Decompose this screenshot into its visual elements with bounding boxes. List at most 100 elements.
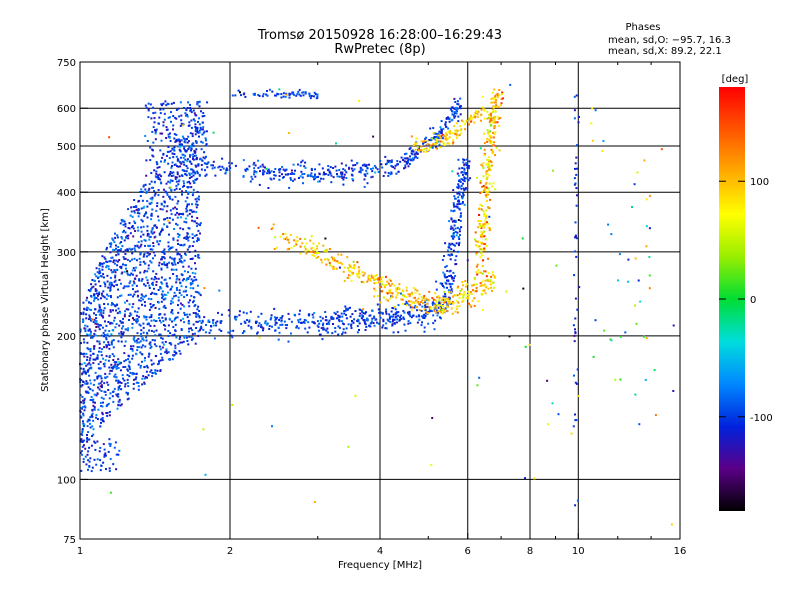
data-point [132,267,135,270]
data-point [102,276,105,279]
data-point [308,326,311,329]
data-point [127,358,130,361]
data-point [120,330,123,333]
data-point [253,173,255,176]
chart-title: Tromsø 20150928 16:28:00–16:29:43 [257,28,502,43]
data-point [282,168,285,171]
data-point [409,293,411,296]
data-point [420,296,423,299]
data-point [442,308,444,311]
data-point [150,231,153,234]
data-point [472,116,475,118]
data-point [286,324,288,327]
data-point [196,197,199,200]
data-point [102,316,105,319]
data-point [168,277,171,280]
data-point [343,173,346,176]
data-point [167,358,170,361]
data-point [196,313,199,316]
data-point [242,175,245,178]
data-point [425,147,428,150]
data-point [412,296,415,299]
data-point [461,201,464,203]
data-point [255,322,257,324]
data-point [387,299,389,302]
data-point [98,305,101,308]
data-point [90,336,93,338]
data-point [555,264,558,267]
data-point [406,311,409,314]
data-point [318,322,321,325]
data-point [194,151,197,154]
data-point [339,261,342,264]
data-point [122,366,125,368]
data-point [157,277,160,280]
data-point [204,473,207,476]
data-point [405,304,408,307]
data-point [278,175,281,177]
data-point [178,188,181,191]
data-point [234,315,237,318]
data-point [492,131,494,134]
data-point [157,194,160,197]
data-point [158,173,161,176]
data-point [128,315,131,317]
data-point [155,176,158,179]
data-point [117,307,120,310]
data-point [455,112,458,115]
data-point [192,144,195,147]
data-point [423,140,426,142]
data-point [438,143,441,146]
data-point [573,183,576,186]
data-point [166,150,169,153]
data-point [93,297,96,300]
data-point [106,246,108,249]
data-point [324,237,327,240]
data-point [94,358,97,361]
data-point [85,309,88,311]
data-point [176,216,179,219]
data-point [371,175,374,178]
data-point [452,107,455,110]
data-point [131,226,133,229]
data-point [454,197,457,200]
data-point [87,419,90,422]
data-point [158,345,161,348]
data-point [404,164,407,167]
data-point [171,246,174,249]
data-point [318,173,321,176]
data-point [446,300,449,303]
data-point [228,168,231,171]
data-point [157,243,160,246]
data-point [97,323,100,326]
data-point [154,132,157,135]
data-point [192,109,195,112]
data-point [462,284,464,287]
data-point [158,360,160,363]
data-point [105,260,108,263]
data-point [444,132,447,135]
data-point [182,212,184,215]
data-point [325,329,328,332]
data-point [389,320,392,323]
data-point [139,191,142,193]
data-point [102,461,105,464]
data-point [80,450,83,453]
data-point [121,231,124,234]
data-point [459,215,462,218]
data-point [304,250,307,253]
data-point [278,178,281,181]
data-point [310,95,313,97]
data-point [172,174,175,177]
data-point [124,253,127,255]
data-point [638,423,641,426]
data-point [290,246,293,249]
data-point [351,174,354,177]
data-point [113,355,116,358]
data-point [426,143,429,146]
data-point [172,268,175,271]
data-point [98,267,101,270]
data-point [475,290,478,293]
data-point [82,321,85,323]
data-point [463,291,466,294]
